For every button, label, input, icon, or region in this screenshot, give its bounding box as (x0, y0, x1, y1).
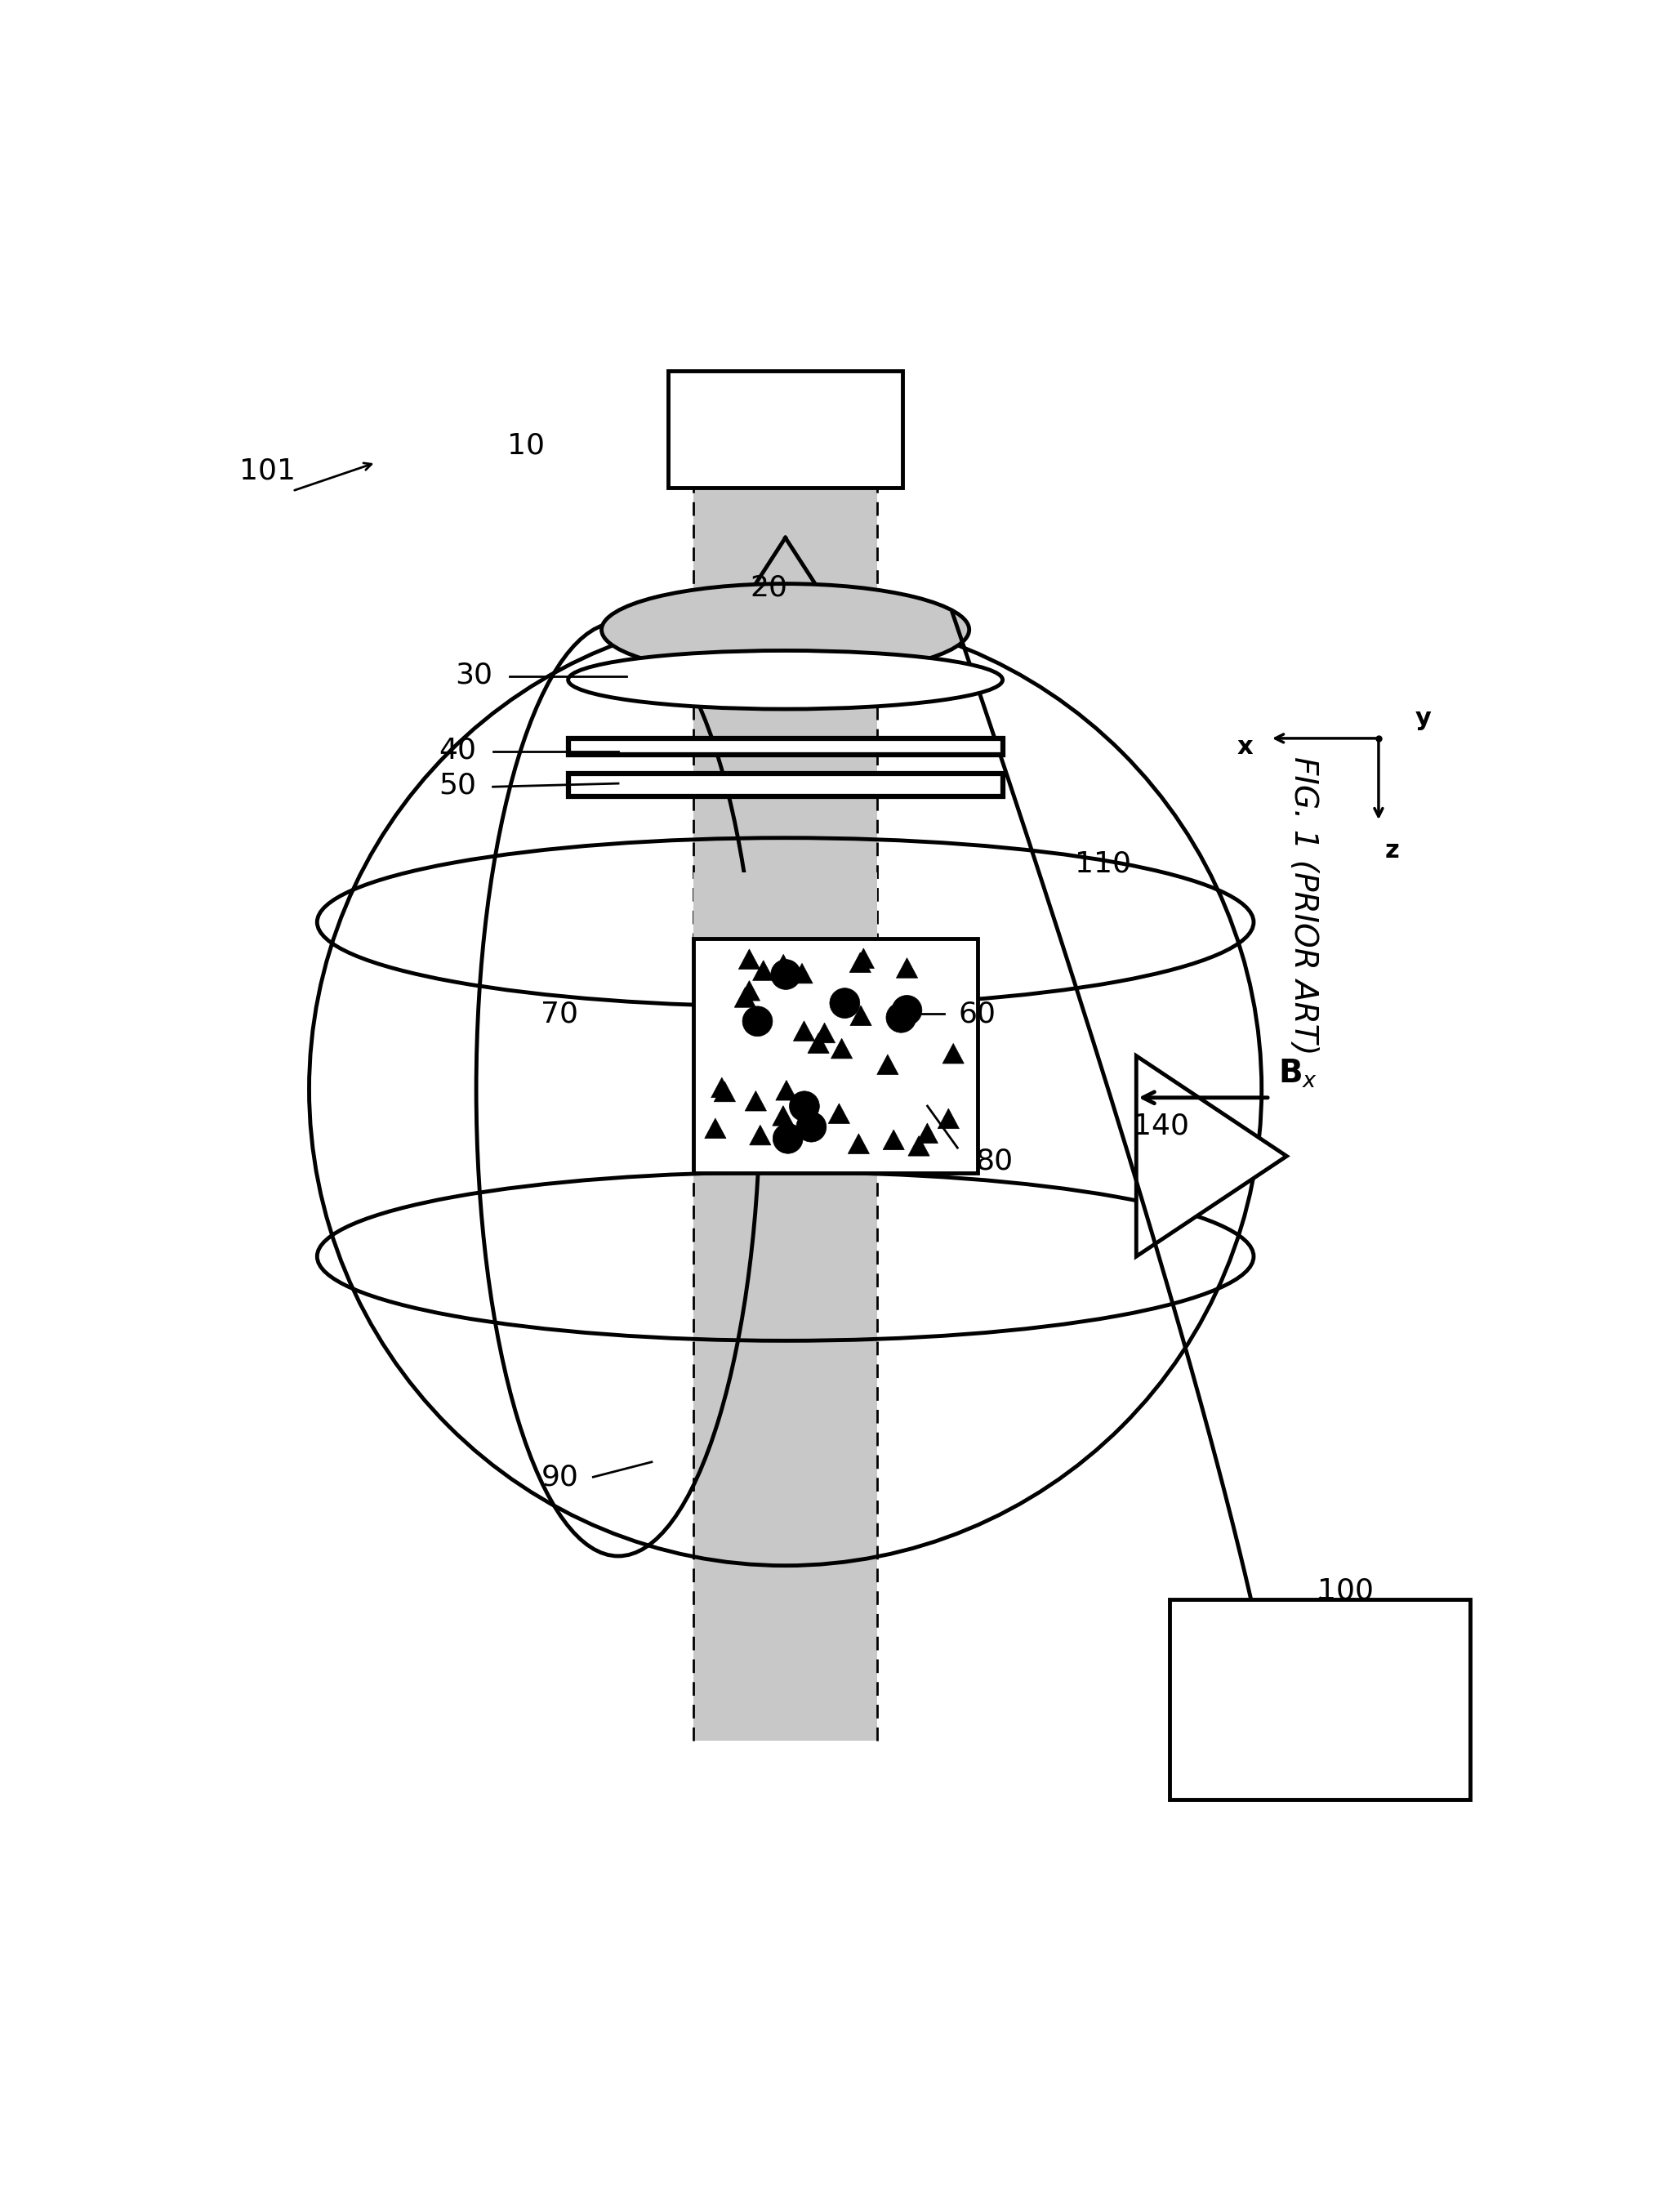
Polygon shape (739, 949, 760, 969)
Bar (693, 872, 877, 938)
Ellipse shape (568, 650, 1003, 710)
Polygon shape (896, 958, 917, 978)
Polygon shape (814, 1022, 836, 1042)
Polygon shape (772, 1106, 794, 1126)
Circle shape (770, 960, 800, 989)
Text: 90: 90 (541, 1462, 578, 1491)
Polygon shape (849, 953, 871, 973)
Polygon shape (712, 1077, 732, 1097)
Text: 50: 50 (439, 772, 476, 799)
Bar (602, 668, 969, 684)
Ellipse shape (602, 584, 969, 675)
Circle shape (892, 995, 922, 1026)
Text: 80: 80 (976, 1148, 1013, 1175)
FancyBboxPatch shape (1170, 1599, 1470, 1801)
Text: 110: 110 (1074, 849, 1131, 878)
Polygon shape (792, 962, 812, 984)
Polygon shape (807, 1033, 829, 1053)
Text: FIG. 1 (PRIOR ART): FIG. 1 (PRIOR ART) (1288, 757, 1318, 1055)
Text: 101: 101 (239, 458, 296, 484)
Polygon shape (772, 953, 794, 975)
Polygon shape (830, 1037, 852, 1060)
FancyBboxPatch shape (693, 471, 877, 1741)
Text: $\mathbf{B}_x$: $\mathbf{B}_x$ (1278, 1057, 1318, 1088)
Circle shape (886, 1002, 916, 1033)
Bar (693, 938, 978, 1172)
Text: 70: 70 (541, 1000, 578, 1029)
Text: x: x (1237, 734, 1253, 759)
Bar (568, 739, 1003, 754)
Text: y: y (1415, 706, 1432, 730)
Polygon shape (714, 1082, 735, 1102)
Polygon shape (847, 1135, 869, 1155)
Circle shape (789, 1091, 819, 1121)
Circle shape (742, 1006, 772, 1037)
Polygon shape (907, 1137, 929, 1157)
Polygon shape (829, 1104, 851, 1124)
Text: 20: 20 (750, 575, 787, 602)
Polygon shape (917, 1124, 937, 1144)
Circle shape (774, 1124, 804, 1152)
Polygon shape (937, 1108, 959, 1128)
Text: 30: 30 (456, 661, 493, 688)
Text: 40: 40 (439, 737, 476, 763)
Polygon shape (882, 1130, 904, 1150)
Bar (568, 774, 1003, 796)
Polygon shape (750, 1126, 770, 1146)
Polygon shape (745, 1091, 767, 1110)
Polygon shape (739, 980, 760, 1000)
Polygon shape (735, 987, 755, 1006)
Polygon shape (705, 1119, 725, 1139)
Polygon shape (775, 1079, 797, 1099)
Circle shape (797, 1113, 827, 1141)
Text: 140: 140 (1133, 1113, 1190, 1139)
Circle shape (830, 989, 861, 1018)
Text: 100: 100 (1317, 1577, 1374, 1604)
Polygon shape (942, 1044, 964, 1064)
Polygon shape (877, 1055, 899, 1075)
Text: z: z (1385, 838, 1399, 863)
Polygon shape (852, 949, 874, 969)
Polygon shape (794, 1022, 815, 1042)
Text: 10: 10 (508, 431, 545, 460)
Polygon shape (745, 1011, 767, 1031)
Polygon shape (752, 960, 774, 980)
Polygon shape (851, 1006, 872, 1026)
Polygon shape (1136, 1055, 1287, 1256)
FancyBboxPatch shape (668, 372, 902, 487)
Text: 60: 60 (959, 1000, 996, 1029)
